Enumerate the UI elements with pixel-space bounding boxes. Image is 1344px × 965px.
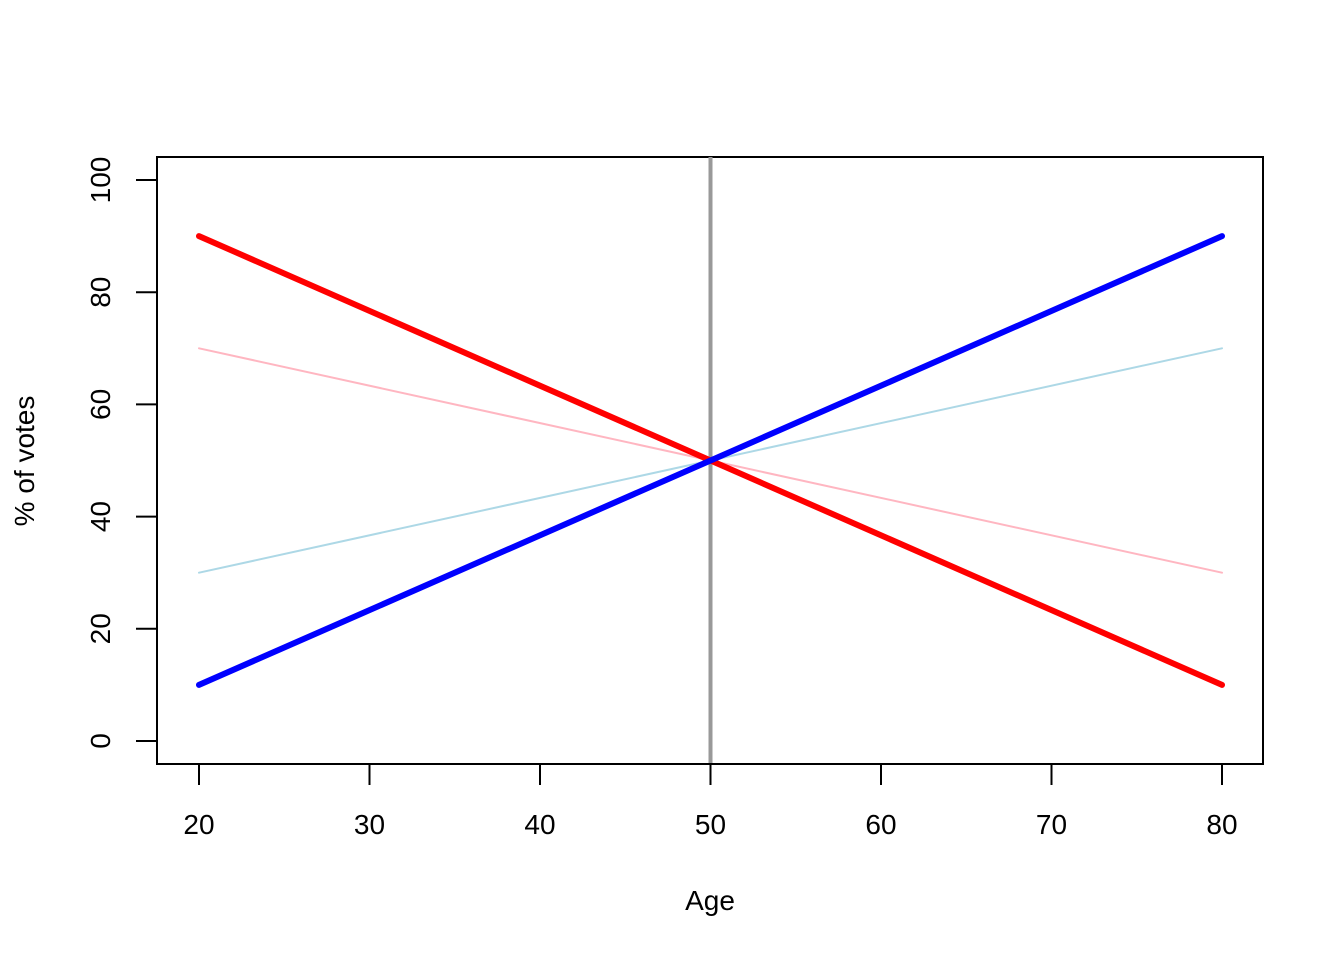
x-tick-label-70: 70 — [1036, 809, 1067, 840]
y-tick-label-100: 100 — [85, 157, 116, 204]
y-axis-title: % of votes — [9, 396, 40, 527]
y-tick-label-80: 80 — [85, 277, 116, 308]
y-axis: 0 20 40 60 80 100 — [85, 157, 158, 749]
x-tick-label-30: 30 — [354, 809, 385, 840]
y-tick-label-0: 0 — [85, 733, 116, 749]
x-axis-title: Age — [685, 885, 735, 916]
x-axis: 20 30 40 50 60 70 80 — [183, 763, 1238, 840]
x-tick-label-50: 50 — [695, 809, 726, 840]
x-tick-label-20: 20 — [183, 809, 214, 840]
series-line-4 — [196, 233, 1225, 688]
x-tick-label-80: 80 — [1206, 809, 1237, 840]
series-lines — [196, 233, 1225, 688]
x-tick-label-60: 60 — [865, 809, 896, 840]
x-tick-label-40: 40 — [524, 809, 555, 840]
y-tick-label-40: 40 — [85, 501, 116, 532]
y-tick-label-20: 20 — [85, 613, 116, 644]
y-tick-label-60: 60 — [85, 389, 116, 420]
